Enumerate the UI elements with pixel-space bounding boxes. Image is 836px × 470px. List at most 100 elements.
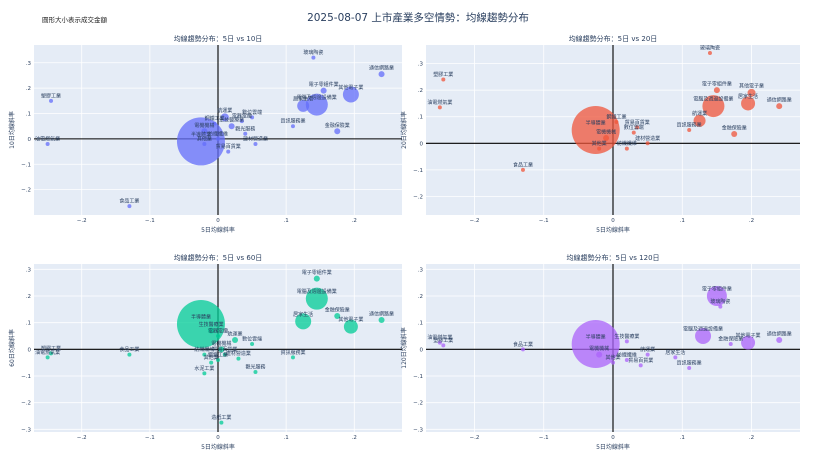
data-point [49,98,54,103]
point-label: 通信網路業 [369,65,394,72]
data-point [290,355,295,360]
point-label: 貿易百貨業 [212,346,237,353]
chart-panel-2: −.2 −.1 0 .1 .2 −.2 −.1 0 .1 .2 .3 均線趨勢分布：5日 vs 20日… [400,34,800,234]
data-point [320,87,327,94]
data-point [520,167,525,172]
y-tick-label: .3 [26,267,32,273]
data-point [176,117,225,166]
data-point [437,105,442,110]
point-label: 貿易百貨業 [628,357,653,364]
y-axis-label: 60日均線斜率 [8,329,16,367]
point-label: 其他業 [197,135,212,142]
y-tick-label: −.1 [21,374,31,380]
point-label: 居家生活 [738,93,758,100]
x-tick-label: −.1 [145,218,155,224]
point-label: 其他電子業 [736,332,761,339]
data-point [222,352,227,357]
data-point [441,77,446,82]
point-label: 金融保險業 [325,122,350,129]
data-point [741,335,756,350]
data-point [673,355,678,360]
data-point [603,134,610,141]
data-point [334,313,341,319]
y-tick-label: 0 [28,137,32,143]
data-point [378,317,385,323]
point-label: 油電燃氣業 [35,349,60,356]
point-label: 其他電子業 [739,82,764,89]
point-label: 電子零組件業 [302,269,332,276]
data-point [209,360,214,365]
point-label: 居家生活 [293,95,313,102]
point-label: 鋼鐵工業 [208,352,228,359]
y-axis-label: 10日均線斜率 [8,111,16,149]
data-point [305,93,328,116]
data-point [741,96,756,111]
point-label: 資訊服務業 [677,360,702,367]
y-tick-label: .1 [418,115,423,121]
data-point [127,204,132,209]
x-tick-label: −.2 [77,218,87,224]
x-tick-label: .1 [284,218,289,224]
point-label: 金融保險業 [722,124,747,131]
x-axis-label: 5日均線斜率 [596,226,630,234]
data-point [202,141,207,146]
data-point [243,131,248,136]
data-point [614,120,619,125]
data-point [441,343,446,348]
x-tick-label: −.1 [539,435,549,441]
x-axis-label: 5日均線斜率 [596,443,630,451]
point-label: 電機機械 [589,345,609,352]
y-tick-label: .2 [26,294,31,300]
data-point [127,352,132,357]
point-label: 玻璃陶瓷 [710,298,730,305]
x-tick-label: .1 [680,218,685,224]
data-point [228,123,235,130]
point-label: 玻璃陶瓷 [700,44,720,51]
point-label: 塑膠工業 [41,92,61,99]
data-point [236,356,241,361]
point-label: 資訊服務業 [280,118,305,125]
data-point [250,342,255,346]
data-point [728,342,733,346]
y-tick-label: −.3 [21,427,31,433]
point-label: 資訊服務業 [280,349,305,356]
data-point [706,286,727,306]
point-label: 半導體業 [191,314,211,321]
point-label: 半導體業 [191,131,211,138]
point-label: 食品工業 [513,341,533,348]
x-tick-label: −.1 [539,218,549,224]
data-point [250,115,255,120]
point-label: 其他電子業 [338,84,363,91]
y-tick-label: −.2 [21,188,31,194]
y-tick-label: −.1 [413,168,423,174]
data-point [624,146,629,151]
y-axis-label: 20日均線斜率 [400,111,408,149]
point-label: 觀光服務 [235,125,255,132]
point-label: 塑膠工業 [41,345,61,352]
y-tick-label: −.2 [413,401,423,407]
point-label: 生技醫療業 [219,117,244,124]
point-label: 貿易百貨業 [216,143,241,150]
point-label: 金融保險業 [718,336,743,343]
data-point [378,71,385,78]
point-label: 建材營造業 [635,135,660,142]
data-point [713,87,720,94]
x-tick-label: .2 [749,218,754,224]
point-label: 生技醫療業 [614,333,639,340]
point-label: 其他業 [204,354,219,361]
point-label: 電腦及週邊設備業 [683,326,723,333]
point-label: 油電燃氣業 [427,334,452,341]
point-label: 數位雲端 [242,109,262,116]
data-point [334,128,341,135]
point-label: 半導體業 [586,120,606,127]
point-label: 鋼鐵工業 [205,115,225,122]
point-label: 電機機械 [596,128,616,135]
data-point [695,328,712,344]
data-point [596,351,603,358]
x-tick-label: −.2 [470,218,480,224]
data-point [202,352,207,357]
point-label: 居家生活 [665,349,685,356]
point-label: 資訊服務業 [677,122,702,129]
data-point [776,103,783,110]
